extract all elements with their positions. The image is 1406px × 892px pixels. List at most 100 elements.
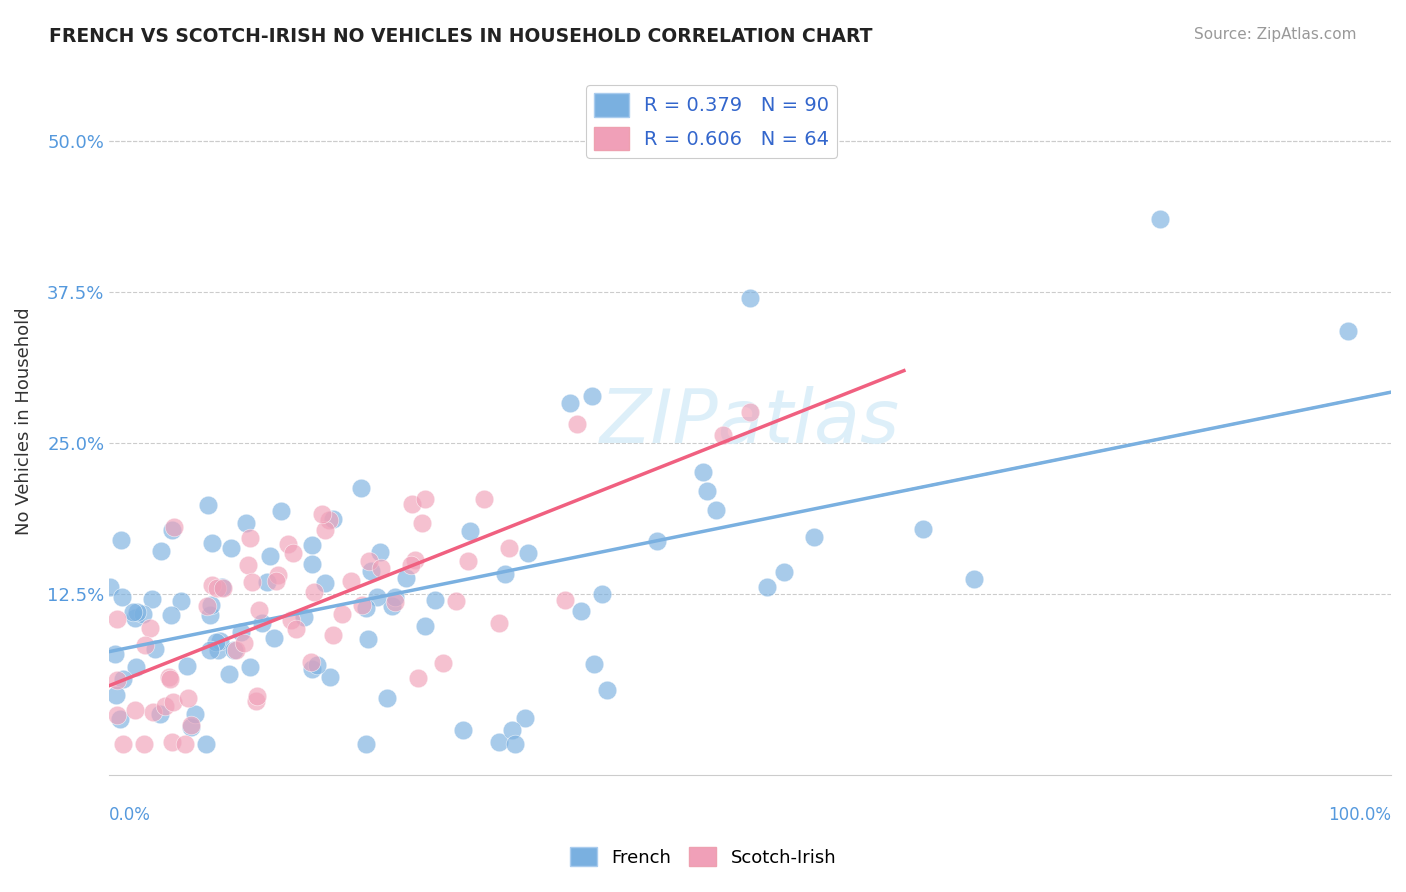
Point bbox=[696, 484, 718, 499]
Point bbox=[339, 574, 361, 588]
Point bbox=[143, 641, 166, 656]
Point bbox=[370, 560, 392, 574]
Point bbox=[318, 513, 340, 527]
Point bbox=[198, 642, 221, 657]
Point bbox=[162, 695, 184, 709]
Point bbox=[515, 711, 537, 725]
Point bbox=[138, 621, 160, 635]
Point bbox=[209, 633, 232, 648]
Point bbox=[773, 565, 796, 579]
Point bbox=[124, 610, 146, 624]
Point bbox=[494, 567, 516, 582]
Point bbox=[314, 523, 336, 537]
Point bbox=[592, 587, 614, 601]
Point bbox=[132, 738, 155, 752]
Point bbox=[105, 688, 128, 702]
Point bbox=[266, 574, 288, 588]
Point bbox=[105, 612, 128, 626]
Point bbox=[322, 512, 344, 526]
Text: ZIPatlas: ZIPatlas bbox=[600, 385, 900, 458]
Point bbox=[360, 564, 382, 578]
Point bbox=[280, 614, 302, 628]
Text: FRENCH VS SCOTCH-IRISH NO VEHICLES IN HOUSEHOLD CORRELATION CHART: FRENCH VS SCOTCH-IRISH NO VEHICLES IN HO… bbox=[49, 27, 873, 45]
Point bbox=[692, 465, 714, 479]
Point bbox=[554, 593, 576, 607]
Point bbox=[246, 690, 269, 704]
Point bbox=[399, 558, 422, 572]
Point bbox=[375, 690, 398, 705]
Point bbox=[160, 607, 183, 622]
Point bbox=[560, 396, 582, 410]
Point bbox=[411, 516, 433, 531]
Text: 0.0%: 0.0% bbox=[110, 806, 150, 824]
Point bbox=[350, 598, 373, 612]
Point bbox=[245, 694, 267, 708]
Point bbox=[354, 738, 377, 752]
Point bbox=[141, 591, 163, 606]
Point bbox=[285, 622, 308, 636]
Point bbox=[149, 706, 172, 721]
Point bbox=[301, 538, 323, 552]
Point bbox=[111, 672, 134, 686]
Point bbox=[457, 554, 479, 568]
Point bbox=[150, 544, 173, 558]
Point bbox=[384, 590, 406, 604]
Point bbox=[198, 608, 221, 623]
Point bbox=[415, 619, 437, 633]
Point bbox=[110, 591, 132, 605]
Point bbox=[299, 655, 322, 669]
Point bbox=[384, 595, 406, 609]
Point bbox=[354, 601, 377, 615]
Point bbox=[256, 574, 278, 589]
Point bbox=[197, 499, 219, 513]
Point bbox=[105, 707, 128, 722]
Point bbox=[177, 690, 200, 705]
Point bbox=[738, 405, 761, 419]
Point bbox=[472, 491, 495, 506]
Point bbox=[267, 567, 290, 582]
Point bbox=[738, 291, 761, 305]
Point bbox=[318, 669, 340, 683]
Point bbox=[488, 615, 510, 630]
Point bbox=[505, 738, 527, 752]
Point bbox=[581, 389, 603, 403]
Point bbox=[432, 656, 454, 670]
Point bbox=[281, 546, 304, 560]
Point bbox=[105, 673, 128, 687]
Point bbox=[415, 492, 437, 507]
Point bbox=[458, 524, 481, 538]
Text: Source: ZipAtlas.com: Source: ZipAtlas.com bbox=[1194, 27, 1357, 42]
Point bbox=[259, 549, 281, 563]
Point bbox=[195, 599, 218, 613]
Point bbox=[366, 590, 388, 604]
Legend: R = 0.379   N = 90, R = 0.606   N = 64: R = 0.379 N = 90, R = 0.606 N = 64 bbox=[586, 86, 837, 158]
Point bbox=[357, 632, 380, 646]
Point bbox=[270, 504, 292, 518]
Point bbox=[314, 575, 336, 590]
Point bbox=[302, 584, 325, 599]
Point bbox=[498, 541, 520, 555]
Point bbox=[239, 659, 262, 673]
Point bbox=[142, 705, 165, 719]
Point bbox=[583, 657, 606, 671]
Point bbox=[239, 531, 262, 545]
Point bbox=[451, 723, 474, 738]
Point bbox=[963, 572, 986, 586]
Point bbox=[247, 603, 270, 617]
Point bbox=[163, 520, 186, 534]
Point bbox=[205, 581, 228, 595]
Point bbox=[408, 671, 430, 685]
Point bbox=[211, 580, 233, 594]
Point bbox=[201, 535, 224, 549]
Point bbox=[229, 624, 252, 639]
Point bbox=[125, 605, 148, 619]
Point bbox=[381, 599, 404, 613]
Point bbox=[240, 575, 263, 590]
Point bbox=[218, 667, 240, 681]
Point bbox=[125, 660, 148, 674]
Point bbox=[1149, 212, 1171, 227]
Point bbox=[124, 703, 146, 717]
Point bbox=[184, 707, 207, 722]
Point bbox=[200, 599, 222, 613]
Point bbox=[359, 553, 381, 567]
